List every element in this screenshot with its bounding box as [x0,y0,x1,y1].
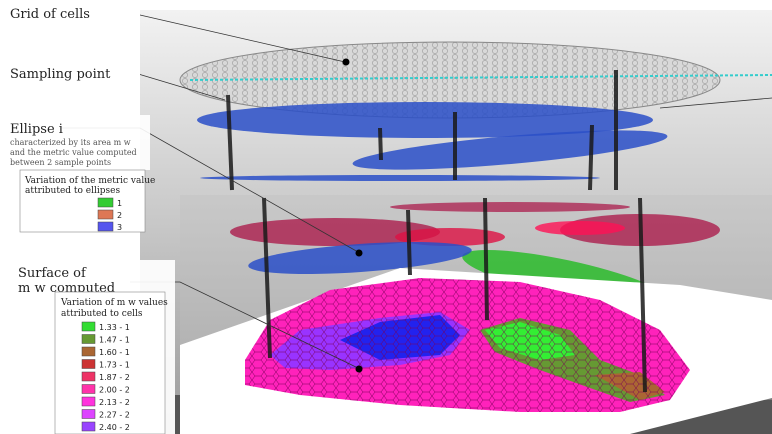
ellipse-red [390,202,630,212]
legend-label: 2.27 - 2 [99,411,130,420]
sample-dots [342,58,363,373]
legend-label: 1 [117,199,122,208]
columns [226,70,647,393]
legend-label: 2 [117,211,122,220]
legend-label: 1.47 - 1 [99,336,130,345]
legend-swatch [81,346,96,357]
legend-label: 1.87 - 2 [99,373,130,382]
legend-label: 2.13 - 2 [99,398,130,407]
legend-title: Variation of m w values [60,298,168,308]
ellipse-label: Ellipse i [10,122,63,137]
legend-label: 1.60 - 1 [99,348,130,357]
legend-label: 3 [117,223,122,232]
ellipse-blue [200,175,600,181]
ellipse-legend-box [19,169,146,233]
legend-swatch [97,221,114,232]
ellipse-blue [197,102,653,138]
ellipse-desc-line: characterized by its area m w [10,138,131,147]
legend-title: attributed to cells [61,309,143,319]
legend-swatch [81,384,96,394]
legend-swatch [81,334,96,344]
legend-label: 1.73 - 1 [99,361,130,370]
legend-swatch [81,359,96,369]
legend-title: Variation of the metric value [24,176,155,186]
ellipse-blue [248,241,472,275]
ellipse-red [395,228,505,246]
sampling-label: Sampling point [10,67,111,82]
cell-legend-box [54,291,166,434]
ellipse-red [535,221,625,235]
surface-hex [245,278,690,412]
legend-swatch [81,396,96,407]
grid-edge [189,74,772,81]
label-bg [0,0,140,30]
legend-label: 2.40 - 2 [99,423,130,432]
legend-label: 2.00 - 2 [99,386,130,395]
grid-label: Grid of cells [10,7,90,22]
legend-swatch [81,409,96,419]
label-bg [0,115,150,170]
legend-swatch [81,421,96,432]
legend-swatch [81,321,96,332]
legend-label: 1.33 - 1 [99,323,130,332]
ellipse-red [230,218,440,246]
legend-swatch [97,197,114,208]
ellipse-legend: Variation of the metric valueattributed … [24,176,155,232]
surface-label-line: Surface of [18,266,87,281]
legend-title: attributed to ellipses [25,186,120,196]
label-bg [0,60,140,82]
ellipse-desc-line: between 2 sample points [10,158,111,167]
ellipse-blue [352,130,668,170]
ellipse-desc-line: and the metric value computed [10,148,137,157]
legend-swatch [97,209,114,220]
legend-swatch [81,371,96,382]
